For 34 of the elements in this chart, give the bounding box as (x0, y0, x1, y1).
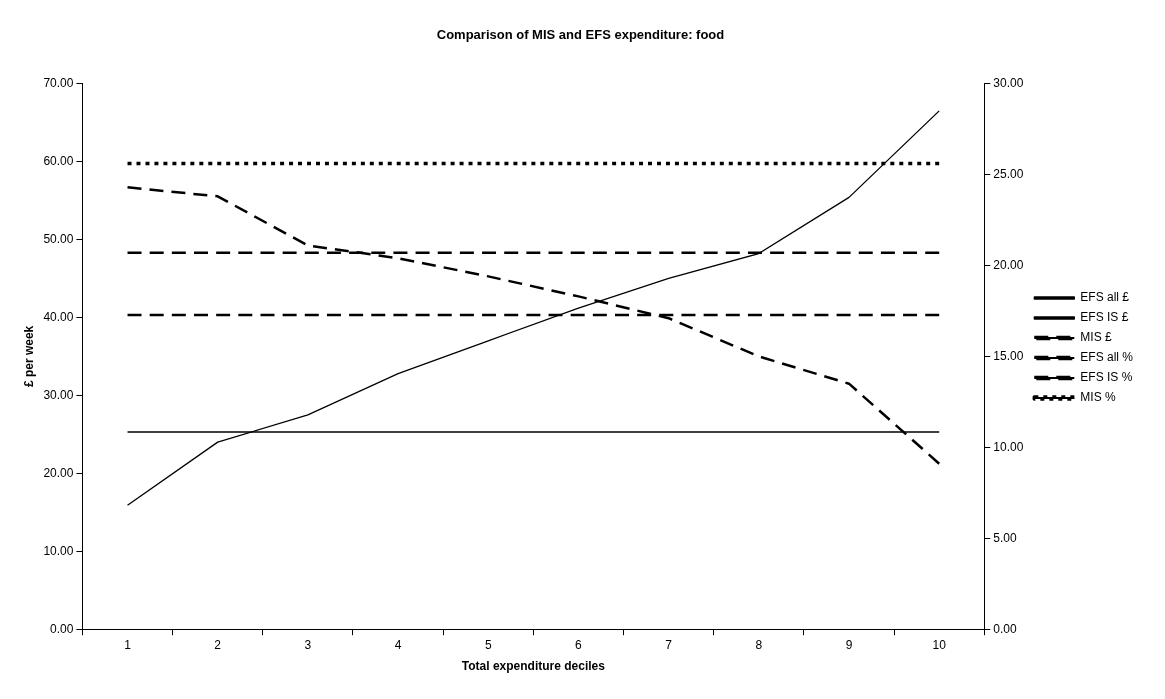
y2-tick-label: 5.00 (993, 530, 1017, 545)
y-tick-label: 10.00 (43, 543, 74, 558)
x-tick-label: 4 (394, 637, 402, 652)
y-tick-label: 50.00 (43, 231, 74, 246)
x-tick-label: 6 (575, 637, 583, 652)
y-axis-title: £ per week (21, 325, 36, 388)
y2-tick-label: 0.00 (993, 621, 1017, 636)
legend-label: EFS IS % (1080, 370, 1133, 385)
x-tick-label: 7 (665, 637, 673, 652)
legend-label: MIS £ (1080, 330, 1112, 345)
y2-tick-label: 25.00 (993, 166, 1024, 181)
x-axis-title: Total expenditure deciles (461, 659, 606, 674)
x-tick-label: 8 (755, 637, 763, 652)
x-tick-label: 5 (484, 637, 492, 652)
y-tick-label: 40.00 (43, 309, 74, 324)
x-tick-label: 3 (304, 637, 312, 652)
y-tick-label: 30.00 (43, 387, 74, 402)
legend-label: EFS all £ (1080, 290, 1130, 305)
legend-label: EFS IS £ (1080, 310, 1129, 325)
legend-label: EFS all % (1080, 350, 1134, 365)
y-tick-label: 20.00 (43, 465, 74, 480)
y2-tick-label: 15.00 (993, 348, 1024, 363)
y-tick-label: 60.00 (43, 153, 74, 168)
legend-label: MIS % (1080, 390, 1116, 405)
y-tick-label: 70.00 (43, 75, 74, 90)
y2-tick-label: 30.00 (993, 75, 1024, 90)
x-tick-label: 2 (214, 637, 222, 652)
x-tick-label: 1 (124, 637, 132, 652)
y-tick-label: 0.00 (50, 621, 74, 636)
y2-tick-label: 10.00 (993, 439, 1024, 454)
x-tick-label: 9 (845, 637, 853, 652)
x-tick-label: 10 (932, 637, 947, 652)
y2-tick-label: 20.00 (993, 257, 1024, 272)
chart-title: Comparison of MIS and EFS expenditure: food (436, 27, 725, 43)
